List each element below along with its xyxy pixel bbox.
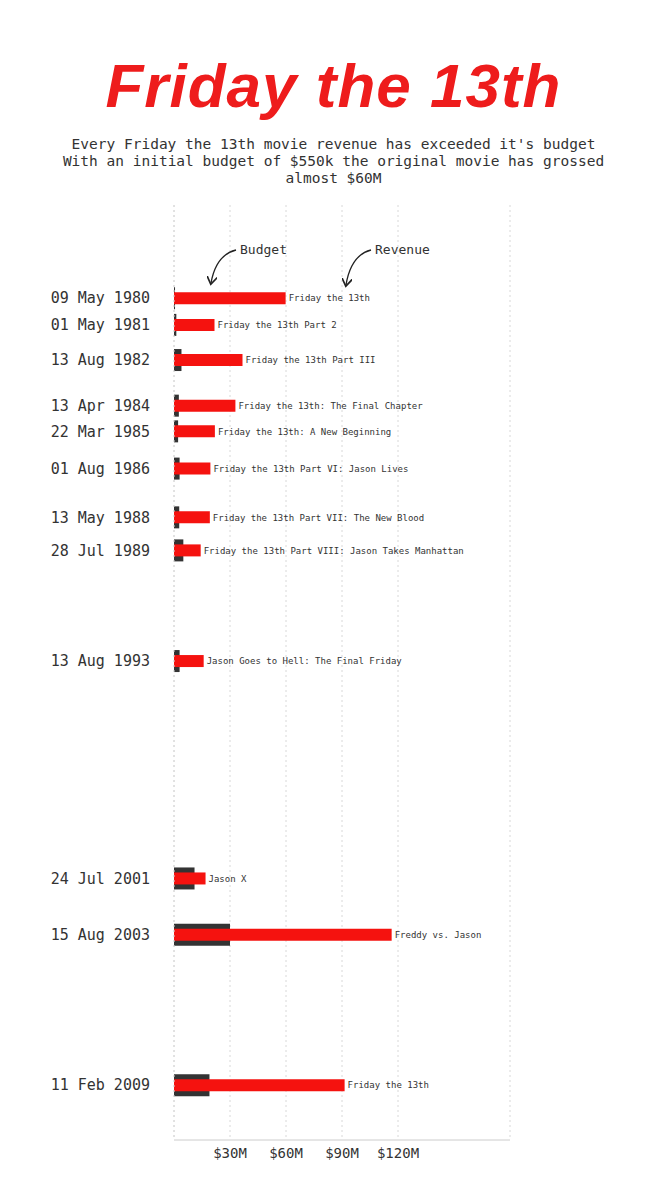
svg-text:13 Aug 1993: 13 Aug 1993 [51, 652, 150, 670]
svg-text:$30M: $30M [213, 1145, 247, 1161]
svg-text:28 Jul 1989: 28 Jul 1989 [51, 542, 150, 560]
svg-text:Friday the 13th: Friday the 13th [289, 293, 370, 303]
html-text:Friday the 13th: Friday the 13th [105, 51, 562, 120]
svg-text:01 May 1981: 01 May 1981 [51, 316, 150, 334]
svg-text:Friday the 13th Part VII: The: Friday the 13th Part VII: The New Blood [213, 513, 424, 523]
svg-text:24 Jul 2001: 24 Jul 2001 [51, 870, 150, 888]
svg-text:Friday the 13th Part VIII: Jas: Friday the 13th Part VIII: Jason Takes M… [204, 546, 464, 556]
svg-text:Friday the 13th Part III: Friday the 13th Part III [246, 355, 376, 365]
svg-text:22 Mar 1985: 22 Mar 1985 [51, 423, 150, 441]
html-text:Every Friday the 13th movie re: Every Friday the 13th movie revenue has … [71, 136, 596, 152]
svg-text:11 Feb 2009: 11 Feb 2009 [51, 1076, 150, 1094]
html-text:With an initial budget of $550: With an initial budget of $550k the orig… [62, 153, 605, 186]
svg-text:Revenue: Revenue [375, 242, 430, 257]
svg-text:01 Aug 1986: 01 Aug 1986 [51, 460, 150, 478]
svg-text:13 Aug 1982: 13 Aug 1982 [51, 351, 150, 369]
svg-text:Friday the 13th Part VI: Jason: Friday the 13th Part VI: Jason Lives [213, 464, 408, 474]
svg-text:Freddy vs. Jason: Freddy vs. Jason [395, 930, 482, 940]
svg-text:Jason X: Jason X [209, 874, 248, 884]
svg-text:Friday the 13th Part 2: Friday the 13th Part 2 [218, 320, 337, 330]
svg-text:13 May 1988: 13 May 1988 [51, 509, 150, 527]
svg-text:09 May 1980: 09 May 1980 [51, 289, 150, 307]
svg-text:$90M: $90M [325, 1145, 359, 1161]
svg-text:$120M: $120M [377, 1145, 419, 1161]
svg-text:15 Aug 2003: 15 Aug 2003 [51, 926, 150, 944]
svg-text:Friday the 13th: The Final Cha: Friday the 13th: The Final Chapter [238, 401, 423, 411]
svg-text:Budget: Budget [240, 242, 287, 257]
svg-text:Friday the 13th: A New Beginni: Friday the 13th: A New Beginning [218, 427, 391, 437]
svg-text:13 Apr 1984: 13 Apr 1984 [51, 397, 150, 415]
svg-text:$60M: $60M [269, 1145, 303, 1161]
svg-text:Jason Goes to Hell: The Final: Jason Goes to Hell: The Final Friday [207, 656, 403, 666]
svg-text:Friday the 13th: Friday the 13th [348, 1080, 429, 1090]
